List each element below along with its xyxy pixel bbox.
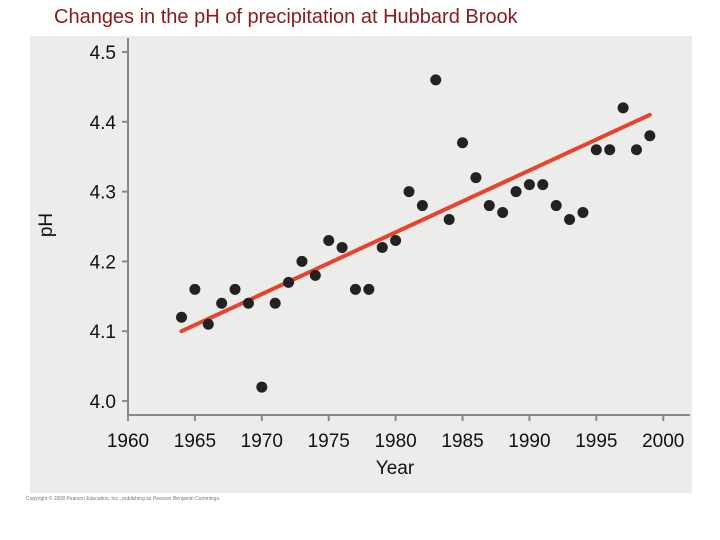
data-point [256,381,268,393]
data-point [457,137,469,149]
chart-title: Changes in the pH of precipitation at Hu… [54,6,518,28]
y-tick-label: 4.0 [90,392,116,413]
data-point [537,179,549,191]
data-point [189,283,201,295]
x-tick-label: 1990 [508,431,550,452]
data-point [416,200,428,212]
data-point [269,297,281,309]
x-tick-label: 2000 [642,431,684,452]
data-point [363,283,375,295]
y-tick-label: 4.4 [90,113,117,134]
data-point [242,297,254,309]
y-axis-ticks: 4.0 4.1 4.2 4.3 4.4 4.5 [90,43,128,413]
y-tick-label: 4.3 [90,183,116,204]
data-point [550,200,562,212]
data-point [510,186,522,198]
data-point [323,234,335,246]
x-tick-label: 1960 [107,431,149,452]
data-point [216,297,228,309]
data-point [229,283,241,295]
data-point [577,207,589,219]
data-point [644,130,656,142]
y-tick-label: 4.5 [90,43,116,64]
data-point [590,144,602,156]
data-point [176,311,188,323]
x-tick-label: 1985 [441,431,483,452]
data-point [443,214,455,226]
x-axis-label: Year [375,458,415,479]
x-tick-label: 1970 [241,431,283,452]
data-point [604,144,616,156]
data-point [403,186,415,198]
x-tick-label: 1975 [308,431,350,452]
data-point [309,269,321,281]
data-points [176,74,656,393]
trend-line [179,112,652,334]
y-tick-label: 4.1 [90,322,116,343]
data-point [483,200,495,212]
data-point [497,207,509,219]
x-axis-ticks: 1960 1965 1970 1975 1980 1985 1990 1995 2000 [107,415,684,452]
data-point [470,172,482,184]
data-point [390,234,402,246]
x-tick-label: 1965 [174,431,216,452]
x-tick-label: 1980 [374,431,416,452]
data-point [523,179,535,191]
data-point [296,255,308,267]
copyright-credit: Copyright © 2008 Pearson Education, Inc.… [26,496,221,502]
data-point [202,318,214,330]
data-point [349,283,361,295]
data-point [430,74,442,86]
data-point [376,241,388,253]
y-tick-label: 4.2 [90,252,116,273]
data-point [283,276,295,288]
data-point [564,214,576,226]
x-tick-label: 1995 [575,431,617,452]
data-point [617,102,629,114]
data-point [630,144,642,156]
figure-panel [30,36,692,493]
data-point [336,241,348,253]
y-axis-label: pH [36,212,57,238]
